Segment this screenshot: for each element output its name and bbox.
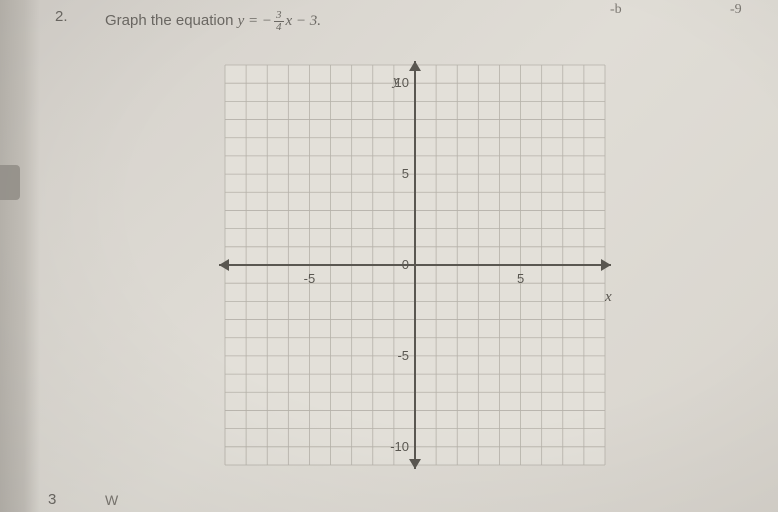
page-tab-marker: [0, 165, 20, 200]
tick-y-neg10: -10: [390, 439, 409, 454]
top-scratch-left: -b: [610, 2, 622, 18]
x-axis-label: x: [604, 289, 612, 305]
equation: y = −34x − 3.: [238, 13, 321, 29]
page-binding-edge: [0, 0, 40, 512]
tick-y-5: 5: [402, 166, 409, 181]
tick-y-neg5: -5: [397, 348, 409, 363]
coordinate-plane: -5 5 10 5 0 -5 -10 y x: [205, 55, 625, 475]
equation-suffix: x − 3.: [286, 13, 322, 29]
question-number: 2.: [55, 8, 68, 25]
next-question-text-fragment: W: [105, 492, 118, 508]
fraction-denominator: 4: [274, 22, 284, 33]
top-scratch-right: -9: [730, 2, 742, 18]
x-axis-arrow-left: [219, 259, 229, 271]
prompt-prefix: Graph the equation: [105, 12, 238, 29]
tick-y-0: 0: [402, 257, 409, 272]
y-axis-label: y: [391, 73, 400, 89]
tick-x-neg5: -5: [304, 271, 316, 286]
equation-eq: =: [244, 13, 262, 29]
graph-svg: -5 5 10 5 0 -5 -10 y x: [205, 55, 625, 475]
equation-neg: −: [262, 13, 272, 29]
x-axis-arrow-right: [601, 259, 611, 271]
tick-x-pos5: 5: [517, 271, 524, 286]
question-prompt: Graph the equation y = −34x − 3.: [105, 10, 321, 33]
equation-fraction: 34: [274, 10, 284, 33]
next-question-number: 3: [48, 491, 56, 508]
